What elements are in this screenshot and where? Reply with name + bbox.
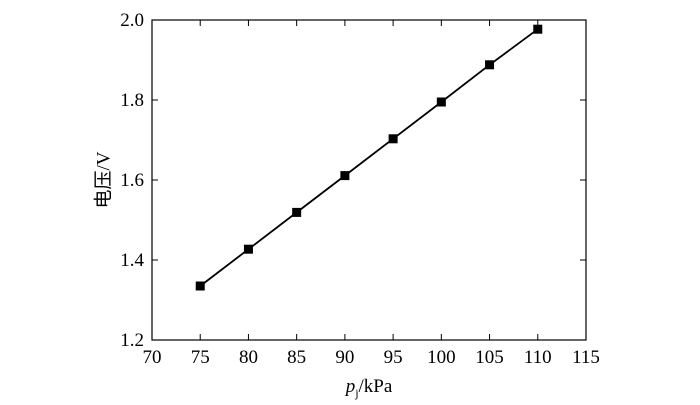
y-tick-label: 2.0 <box>120 10 144 31</box>
series-line <box>199 28 539 287</box>
y-tick-label: 1.4 <box>120 250 144 271</box>
data-point <box>292 207 302 217</box>
x-tick-label: 115 <box>572 347 600 368</box>
data-point <box>243 244 253 254</box>
x-tick-label: 110 <box>524 347 552 368</box>
x-tick-label: 70 <box>143 347 162 368</box>
series-group <box>195 24 543 291</box>
x-tick-label: 75 <box>191 347 210 368</box>
data-point <box>340 171 350 181</box>
y-axis-label: 电压/V <box>92 151 114 208</box>
y-axis-ticks: 1.2 1.4 1.6 1.8 2.0 <box>120 10 586 351</box>
y-tick-label: 1.2 <box>120 330 144 351</box>
y-tick-label: 1.8 <box>120 90 144 111</box>
data-point <box>485 60 495 70</box>
y-tick-label: 1.6 <box>120 170 144 191</box>
x-tick-label: 90 <box>335 347 354 368</box>
plot-frame <box>151 19 587 341</box>
data-point <box>436 97 446 107</box>
data-point <box>195 281 205 291</box>
x-axis-label-subscript: j <box>354 386 358 400</box>
x-axis-label: pj/kPa <box>344 376 393 400</box>
x-axis-ticks: 70 75 80 85 90 95 100 105 110 115 <box>143 20 600 368</box>
x-tick-label: 95 <box>384 347 403 368</box>
x-tick-label: 80 <box>239 347 258 368</box>
x-tick-label: 85 <box>287 347 306 368</box>
x-tick-label: 105 <box>475 347 504 368</box>
data-point <box>533 24 543 34</box>
x-axis-label-unit: /kPa <box>359 376 393 397</box>
x-tick-label: 100 <box>427 347 456 368</box>
data-point <box>388 134 398 144</box>
x-axis-label-symbol: p <box>344 376 356 397</box>
